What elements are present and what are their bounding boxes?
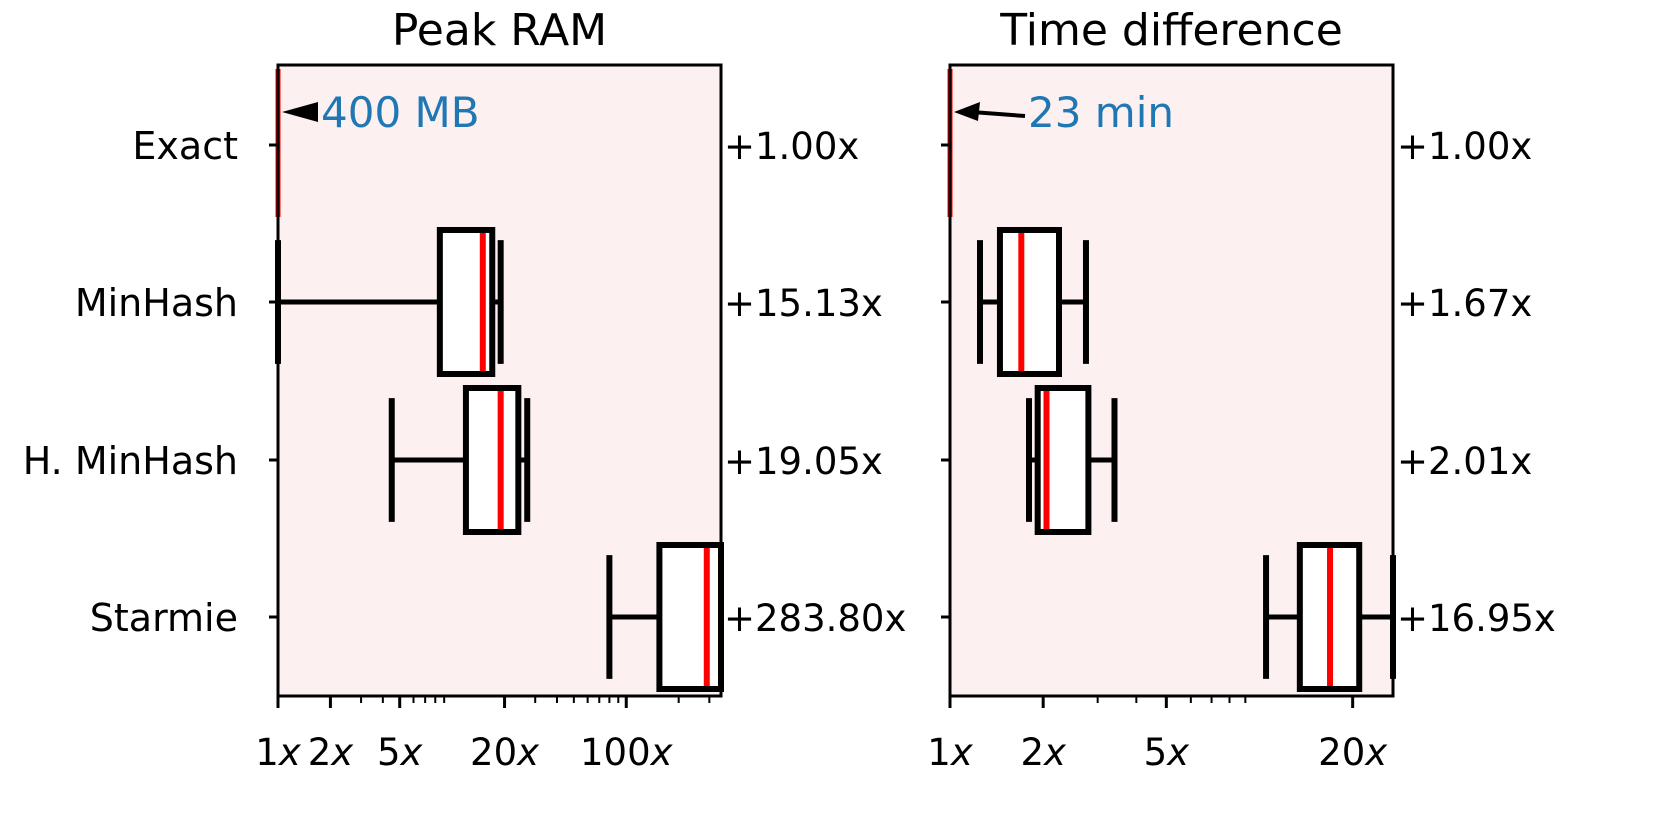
factor-label: +15.13x bbox=[724, 282, 883, 325]
factor-label: +283.80x bbox=[724, 597, 906, 640]
box-minhash bbox=[996, 227, 1062, 377]
factor-label: +2.01x bbox=[1397, 440, 1532, 483]
x-tick-label: 100x bbox=[580, 731, 674, 774]
factor-label: +1.00x bbox=[724, 125, 859, 168]
x-tick-label: 5x bbox=[377, 731, 424, 774]
factor-label: +19.05x bbox=[724, 440, 883, 483]
category-label: Exact bbox=[132, 124, 238, 168]
x-tick-label: 5x bbox=[1144, 731, 1191, 774]
x-tick-label: 2x bbox=[308, 731, 355, 774]
axes-frame bbox=[948, 63, 1395, 698]
box-h-minhash bbox=[462, 385, 522, 535]
axes-frame bbox=[276, 63, 723, 698]
annotation-arrow-head bbox=[954, 102, 980, 121]
box-starmie bbox=[656, 542, 724, 692]
x-tick-label: 20x bbox=[1318, 731, 1388, 774]
annotation-label: 400 MB bbox=[321, 88, 480, 137]
x-tick-label: 20x bbox=[470, 731, 540, 774]
factor-label: +1.00x bbox=[1397, 125, 1532, 168]
category-label: H. MinHash bbox=[23, 439, 238, 483]
x-tick-label: 1x bbox=[927, 731, 974, 774]
x-tick-label: 1x bbox=[255, 731, 302, 774]
category-label: MinHash bbox=[75, 281, 238, 325]
category-label: Starmie bbox=[90, 596, 238, 640]
panel-title: Time difference bbox=[999, 5, 1343, 56]
annotation: 23 min bbox=[954, 88, 1174, 137]
factor-label: +1.67x bbox=[1397, 282, 1532, 325]
x-tick-label: 2x bbox=[1020, 731, 1067, 774]
annotation-arrow-shaft bbox=[971, 110, 1026, 118]
annotation-label: 23 min bbox=[1028, 88, 1174, 137]
annotation-arrow bbox=[282, 102, 318, 122]
panel-title: Peak RAM bbox=[392, 5, 607, 56]
annotation: 400 MB bbox=[282, 88, 480, 137]
plot-area bbox=[278, 65, 721, 696]
factor-label: +16.95x bbox=[1397, 597, 1556, 640]
